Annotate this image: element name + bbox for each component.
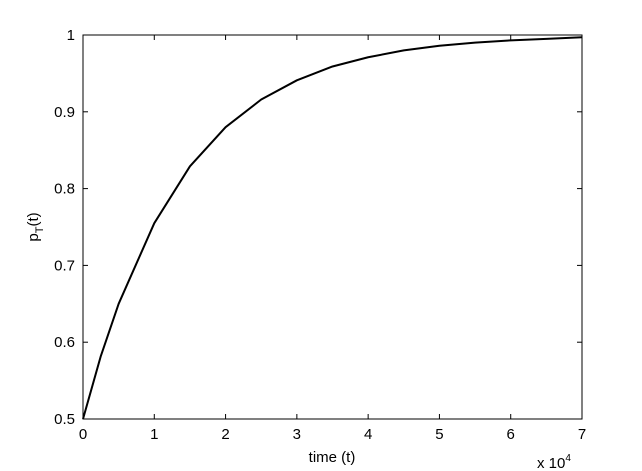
x-tick-label: 1 <box>150 426 158 443</box>
y-tick-label: 0.7 <box>54 257 75 274</box>
x-tick-label: 4 <box>364 426 372 443</box>
x-tick-label: 3 <box>293 426 301 443</box>
x-multiplier-base: x 10 <box>537 455 565 471</box>
y-label-main: p <box>25 233 42 241</box>
y-tick-label: 1 <box>67 27 75 44</box>
plot-frame <box>82 34 583 420</box>
y-label-suffix: (t) <box>25 212 42 226</box>
y-tick-label: 0.6 <box>54 334 75 351</box>
x-tick-label: 6 <box>507 426 515 443</box>
x-multiplier-exponent: 4 <box>565 453 571 464</box>
y-axis-label: pT(t) <box>25 212 46 241</box>
y-tick-label: 0.8 <box>54 181 75 198</box>
x-tick-label: 5 <box>435 426 443 443</box>
x-tick-label: 2 <box>221 426 229 443</box>
y-tick-label: 0.5 <box>54 411 75 428</box>
y-tick-label: 0.9 <box>54 104 75 121</box>
data-line <box>82 36 583 420</box>
y-label-subscript: T <box>34 226 46 233</box>
x-axis-label: time (t) <box>309 449 356 466</box>
x-tick-label: 7 <box>578 426 586 443</box>
x-multiplier: x 104 <box>537 453 571 471</box>
x-tick-label: 0 <box>79 426 87 443</box>
